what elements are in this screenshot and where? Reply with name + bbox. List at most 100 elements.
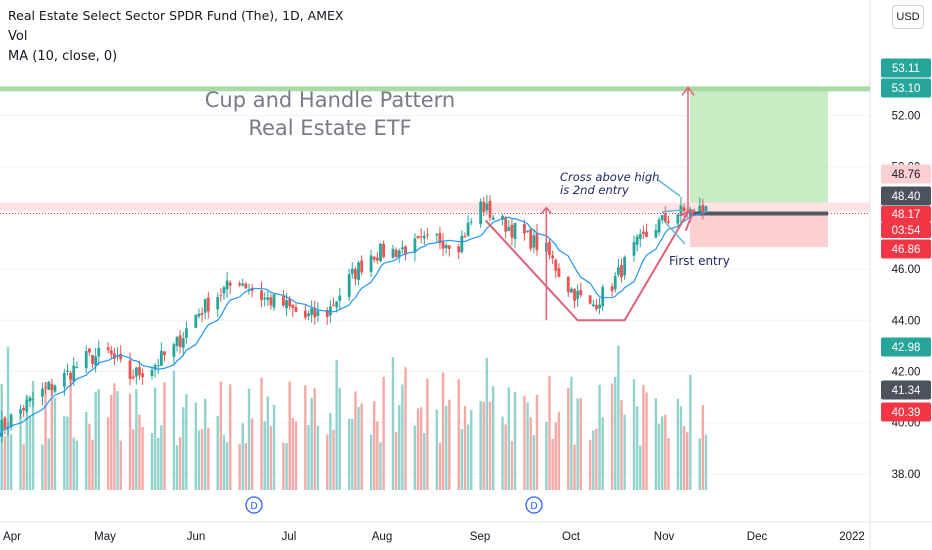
stop-zone — [690, 213, 828, 248]
price-badge-label: 48.17 — [892, 209, 921, 221]
candle-body — [159, 350, 163, 366]
target-level-band — [0, 86, 870, 92]
volume-bar — [28, 415, 32, 490]
candle-body — [222, 287, 226, 294]
candle-body — [529, 229, 533, 249]
price-badge-label: 40.39 — [892, 407, 921, 419]
candle-body — [400, 247, 404, 250]
candle-body — [641, 231, 645, 234]
time-tick-label: Apr — [3, 531, 21, 543]
candle-body — [682, 207, 686, 211]
candle-body — [310, 308, 314, 315]
candle-body — [84, 351, 88, 369]
volume-bar — [119, 440, 122, 490]
volume-bar — [178, 437, 182, 490]
price-badge-label: 53.11 — [892, 63, 920, 75]
dividend-marker — [245, 496, 263, 514]
candle-body — [260, 290, 263, 301]
volume-bar — [247, 388, 251, 490]
candle-body — [570, 288, 573, 293]
time-axis: Apr May Jun Jul Aug Sep Oct Nov Dec 2022 — [3, 531, 865, 543]
candle-body — [485, 203, 489, 211]
volume-bar — [216, 415, 219, 490]
volume-bars — [0, 345, 708, 490]
candle-body — [156, 364, 160, 366]
entry-pointer — [661, 209, 683, 213]
volume-indicator-label[interactable]: Vol — [8, 29, 28, 44]
volume-bar — [266, 396, 269, 490]
volume-bar — [632, 379, 636, 490]
candle-body — [479, 201, 483, 224]
candle-body — [31, 398, 35, 400]
candle-body — [566, 276, 570, 293]
candle-body — [435, 233, 439, 236]
candle-body — [616, 267, 620, 275]
candle-body — [535, 233, 539, 251]
position-zones — [0, 86, 870, 248]
target-zone — [690, 87, 828, 214]
candle-body — [704, 206, 708, 211]
volume-bar — [72, 437, 75, 490]
volume-bar — [551, 438, 554, 490]
candle-body — [106, 347, 110, 351]
candle-body — [94, 356, 98, 366]
candle-body — [22, 407, 26, 411]
volume-bar — [579, 398, 582, 490]
candle-body — [313, 308, 317, 318]
volume-bar — [316, 425, 320, 490]
volume-bar — [488, 401, 492, 490]
candle-body — [413, 238, 417, 253]
volume-bar — [229, 384, 232, 490]
volume-bar — [219, 381, 223, 490]
volume-bar — [423, 433, 426, 490]
candle-body — [457, 246, 461, 253]
volume-bar — [138, 414, 141, 490]
price-tick-label: 44.00 — [892, 315, 921, 327]
volume-bar — [357, 406, 360, 490]
currency-button[interactable]: USD — [892, 5, 924, 29]
volume-bar — [197, 430, 201, 490]
volume-bar — [426, 378, 429, 490]
candle-body — [109, 350, 113, 355]
volume-bar — [91, 439, 94, 490]
volume-bar — [642, 384, 645, 490]
candle-body — [526, 230, 529, 232]
candle-body — [25, 400, 29, 412]
volume-bar — [97, 389, 100, 490]
cup-depth-arrowhead — [540, 206, 552, 215]
price-tick-label: 42.00 — [892, 367, 921, 379]
candle-body — [360, 260, 364, 273]
candle-body — [269, 297, 273, 306]
volume-bar — [457, 379, 460, 490]
volume-bar — [501, 416, 504, 490]
volume-bar — [470, 410, 473, 490]
volume-bar — [335, 359, 338, 490]
volume-bar — [135, 389, 138, 490]
candle-body — [532, 235, 536, 248]
volume-bar — [185, 393, 188, 490]
candle-body — [447, 245, 451, 249]
volume-bar — [523, 395, 526, 490]
volume-bar — [394, 431, 398, 490]
price-badge-label: 03:54 — [892, 225, 921, 237]
candle-body — [613, 275, 617, 290]
target-arrowhead — [681, 86, 695, 96]
candle-body — [350, 268, 354, 274]
ma-indicator-label[interactable]: MA (10, close, 0) — [8, 49, 118, 64]
volume-bar — [479, 400, 482, 490]
volume-bar — [222, 435, 226, 490]
candle-body — [419, 236, 423, 238]
volume-bar — [360, 403, 363, 490]
volume-bar — [194, 402, 197, 490]
volume-bar — [448, 399, 451, 490]
volume-bar — [413, 425, 417, 490]
time-tick-label: Sep — [470, 531, 490, 543]
candle-body — [203, 299, 207, 313]
volume-bar — [69, 376, 72, 490]
volume-bar — [548, 376, 551, 490]
dividend-marker-label: D — [530, 501, 537, 512]
candle-body — [116, 356, 119, 358]
candle-body — [72, 365, 76, 382]
